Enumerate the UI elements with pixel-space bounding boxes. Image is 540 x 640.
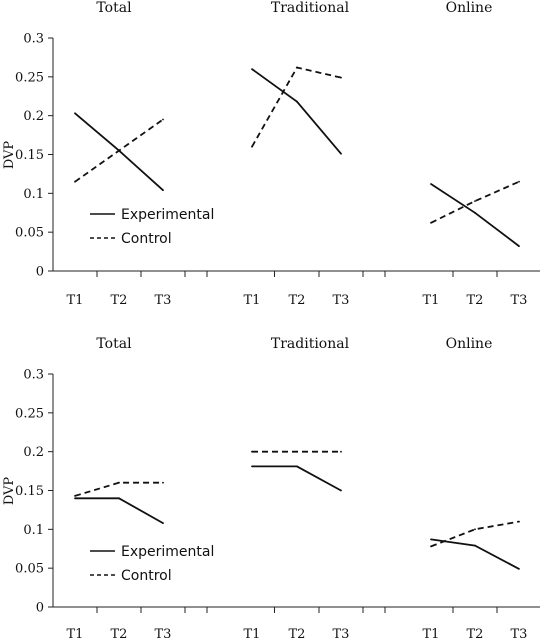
- data-point-experimental: [430, 183, 432, 185]
- data-point-experimental: [296, 465, 298, 468]
- data-point-control: [118, 149, 120, 152]
- data-point-control: [340, 76, 342, 79]
- data-point-experimental: [340, 152, 342, 155]
- x-tick-label: T2: [467, 293, 484, 308]
- x-tick-label: T3: [333, 293, 350, 308]
- x-tick-label: T3: [155, 627, 172, 640]
- series-line-experimental: [74, 112, 164, 191]
- data-point-experimental: [162, 522, 164, 524]
- panel-title: Online: [446, 336, 493, 352]
- data-point-control: [518, 180, 520, 183]
- y-axis-label: DVP: [2, 141, 17, 170]
- x-tick-label: T2: [467, 627, 484, 640]
- x-tick-label: T3: [333, 627, 350, 640]
- x-tick-label: T1: [67, 293, 84, 308]
- data-point-control: [162, 118, 164, 121]
- x-tick-label: T1: [244, 293, 261, 308]
- legend-label: Control: [121, 568, 172, 584]
- y-tick-label: 0.05: [15, 562, 44, 577]
- y-tick-label: 0.25: [15, 70, 44, 85]
- data-point-experimental: [340, 489, 342, 492]
- y-tick-label: 0.1: [23, 187, 44, 202]
- y-tick-label: 0.05: [15, 226, 44, 241]
- x-tick-label: T2: [289, 293, 306, 308]
- series-line-experimental: [251, 68, 342, 155]
- y-tick-label: 0.15: [15, 148, 44, 163]
- x-tick-label: T3: [155, 293, 172, 308]
- x-tick-label: T3: [511, 627, 528, 640]
- y-tick-label: 0.15: [15, 484, 44, 499]
- data-point-control: [74, 180, 76, 183]
- data-point-control: [296, 66, 298, 69]
- data-point-control: [340, 450, 342, 453]
- data-point-experimental: [296, 100, 298, 103]
- data-point-control: [251, 145, 253, 148]
- y-tick-label: 0: [36, 601, 44, 616]
- panel-title: Traditional: [271, 0, 350, 16]
- data-point-control: [518, 520, 520, 523]
- y-tick-label: 0: [36, 265, 44, 280]
- panel-title: Online: [446, 0, 493, 16]
- data-point-control: [251, 450, 253, 453]
- y-tick-label: 0.1: [23, 523, 44, 538]
- data-point-control: [296, 450, 298, 453]
- data-point-control: [74, 495, 76, 497]
- data-point-control: [430, 545, 432, 548]
- data-point-control: [474, 200, 476, 203]
- y-tick-label: 0.3: [23, 368, 44, 383]
- y-tick-label: 0.25: [15, 406, 44, 421]
- x-tick-label: T1: [67, 627, 84, 640]
- series-line-experimental: [75, 497, 164, 524]
- series-line-experimental: [430, 183, 520, 247]
- x-tick-label: T1: [244, 627, 261, 640]
- data-point-control: [474, 528, 476, 531]
- x-tick-label: T2: [111, 627, 128, 640]
- data-point-experimental: [162, 189, 164, 192]
- data-point-control: [162, 481, 164, 484]
- data-point-experimental: [251, 465, 253, 468]
- data-point-experimental: [118, 497, 120, 500]
- legend-label: Experimental: [121, 544, 214, 560]
- x-tick-label: T3: [511, 293, 528, 308]
- panel-title: Traditional: [271, 336, 350, 352]
- data-point-experimental: [474, 544, 476, 547]
- series-line-control: [74, 481, 163, 497]
- x-tick-label: T1: [423, 627, 440, 640]
- data-point-experimental: [74, 497, 76, 500]
- y-tick-label: 0.2: [23, 445, 44, 460]
- series-line-experimental: [252, 465, 342, 492]
- y-tick-label: 0.3: [23, 32, 44, 47]
- data-point-experimental: [474, 211, 476, 214]
- series-line-experimental: [430, 538, 520, 570]
- data-point-experimental: [74, 112, 76, 115]
- series-line-control: [430, 520, 520, 548]
- data-point-experimental: [251, 68, 253, 70]
- x-tick-label: T2: [111, 293, 128, 308]
- legend-label: Experimental: [121, 207, 214, 223]
- x-tick-label: T2: [289, 627, 306, 640]
- data-point-control: [118, 481, 120, 484]
- panel-title: Total: [96, 0, 132, 16]
- y-tick-label: 0.2: [23, 109, 44, 124]
- panel-title: Total: [96, 336, 132, 352]
- data-point-control: [430, 221, 432, 224]
- data-point-experimental: [518, 568, 520, 570]
- legend-label: Control: [121, 231, 172, 247]
- data-point-experimental: [518, 245, 520, 248]
- series-line-control: [430, 180, 520, 224]
- y-axis-label: DVP: [2, 477, 17, 506]
- data-point-experimental: [430, 538, 432, 541]
- x-tick-label: T1: [423, 293, 440, 308]
